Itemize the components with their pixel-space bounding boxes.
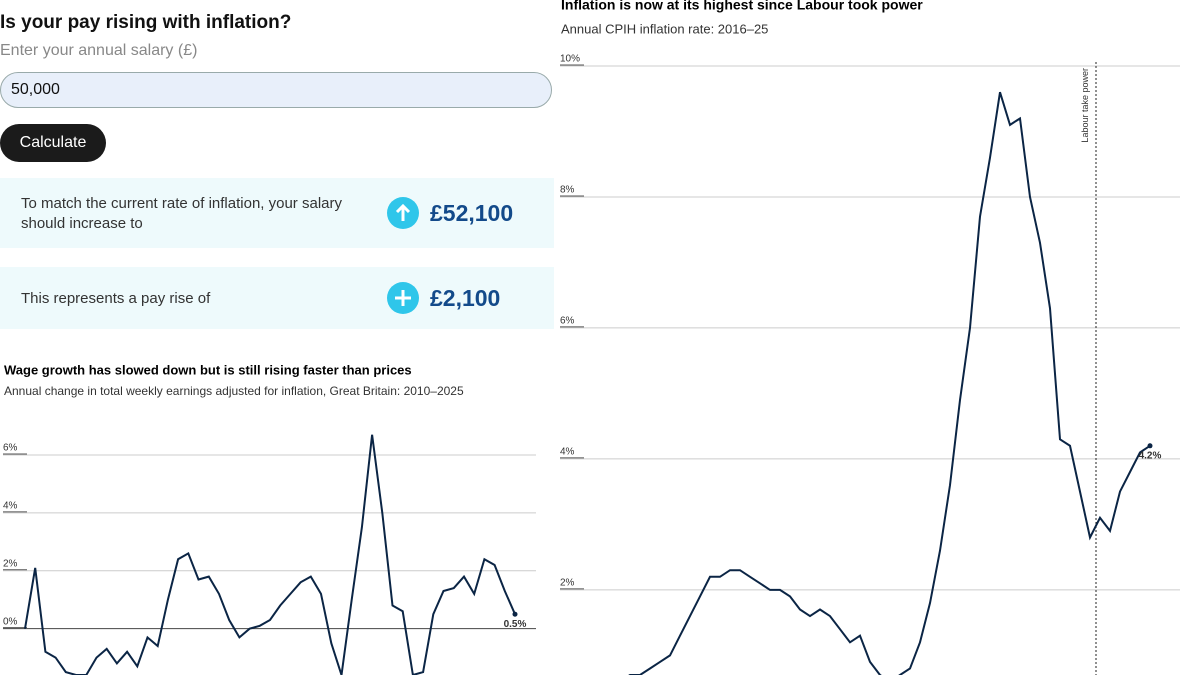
data-line	[628, 91, 1151, 675]
annotation: Labour take power	[1080, 68, 1090, 143]
end-dot	[1147, 443, 1153, 449]
y-tick-label: 8%	[560, 185, 575, 196]
y-tick-label: 10%	[560, 54, 580, 65]
y-tick-label: 4%	[560, 447, 575, 458]
result-value: £52,100	[430, 200, 514, 226]
chart-subtitle: Annual change in total weekly earnings a…	[4, 384, 464, 398]
calculate-button[interactable]: Calculate	[0, 124, 106, 162]
input-label: Enter your annual salary (£)	[0, 42, 198, 59]
result-text: This represents a pay rise of	[21, 290, 211, 307]
calc-title: Is your pay rising with inflation?	[0, 12, 292, 33]
value-label: 0.5%	[504, 619, 527, 630]
chart-subtitle: Annual CPIH inflation rate: 2016–25	[561, 21, 768, 36]
result-text: To match the current rate of inflation, …	[21, 195, 342, 232]
y-tick-label: 6%	[560, 316, 575, 327]
result-box: To match the current rate of inflation, …	[0, 178, 554, 248]
result-box: This represents a pay rise of £2,100	[0, 267, 554, 329]
arrow-icon	[387, 197, 419, 229]
end-dot	[512, 611, 518, 617]
y-tick-label: 0%	[3, 616, 18, 627]
chart-title: Inflation is now at its highest since La…	[561, 0, 923, 13]
result-value: £2,100	[430, 285, 501, 311]
salary-input[interactable]: 50,000	[0, 72, 552, 108]
y-tick-label: 2%	[560, 578, 575, 589]
y-tick-label: 6%	[3, 443, 18, 454]
plus-icon	[387, 282, 419, 314]
data-line	[24, 434, 516, 675]
value-label: 4.2%	[1139, 450, 1162, 461]
chart-title: Wage growth has slowed down but is still…	[4, 362, 412, 377]
y-tick-label: 2%	[3, 558, 18, 569]
y-tick-label: 4%	[3, 501, 18, 512]
